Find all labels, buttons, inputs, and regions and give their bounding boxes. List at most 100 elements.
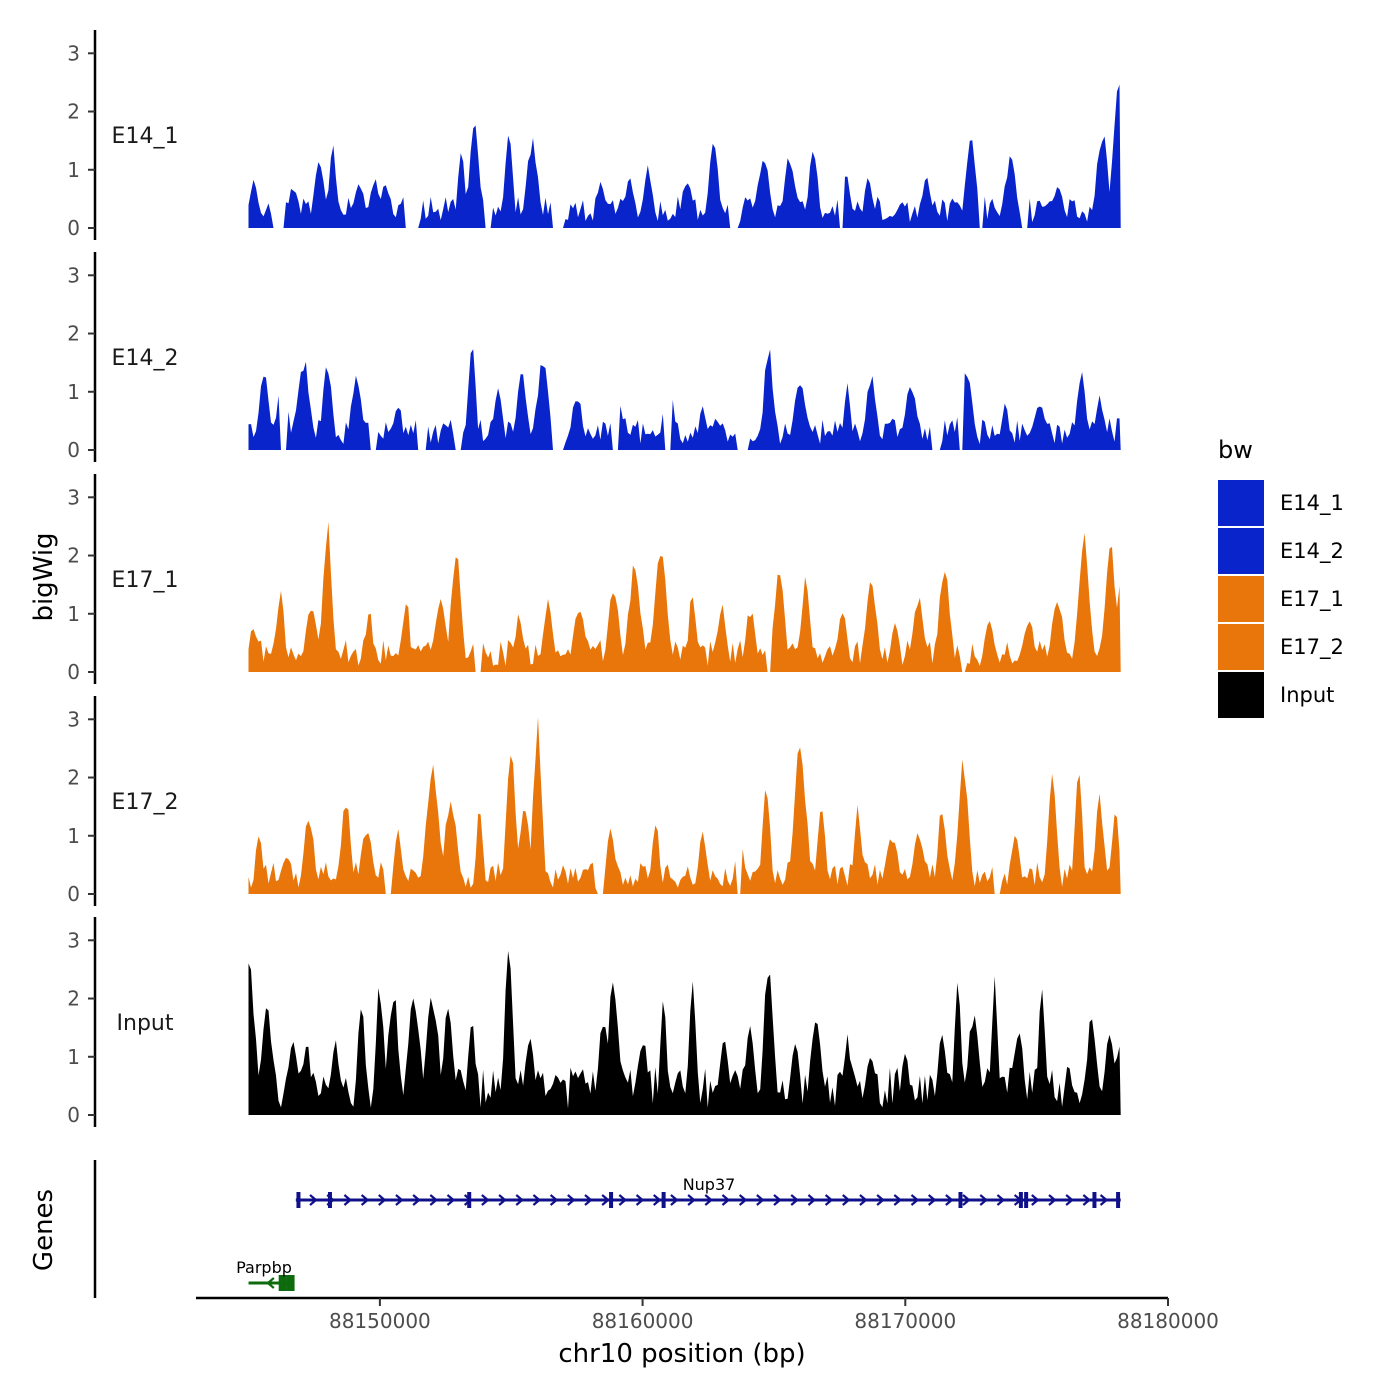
legend-swatch (1218, 576, 1264, 622)
y-tick-label: 2 (67, 987, 80, 1011)
strand-chevron (532, 1194, 542, 1206)
y-tick-label: 3 (67, 485, 80, 509)
track-panels: 0 1 2 3 E14_1 0 1 2 3 E14_2 0 1 2 3 E17_1 0 1 2 3 E17_2 0 1 2 3… (67, 30, 1121, 1127)
track-e17-1: 0 1 2 3 E17_1 (67, 474, 1121, 684)
track-label: Input (117, 1011, 174, 1036)
strand-chevron (721, 1194, 731, 1206)
strand-chevron (446, 1194, 456, 1206)
y-tick-label: 0 (67, 1103, 80, 1127)
exon (327, 1192, 332, 1208)
strand-chevron (945, 1194, 954, 1206)
strand-chevron (807, 1194, 817, 1206)
strand-chevron (910, 1194, 920, 1206)
strand-chevron (498, 1194, 507, 1206)
legend-label: E17_2 (1280, 635, 1344, 660)
track-e17-2: 0 1 2 3 E17_2 (67, 696, 1121, 906)
y-tick-label: 2 (67, 544, 80, 568)
legend-swatch (1218, 528, 1264, 574)
strand-chevron (360, 1194, 370, 1206)
exon (278, 1275, 287, 1291)
exon (1018, 1192, 1023, 1208)
y-tick-label: 3 (67, 928, 80, 952)
strand-chevron (395, 1194, 404, 1206)
strand-chevron (1099, 1194, 1109, 1206)
strand-chevron (790, 1194, 799, 1206)
y-tick-label: 1 (67, 824, 80, 848)
strand-chevron (309, 1194, 318, 1206)
legend-swatch (1218, 480, 1264, 526)
exon (296, 1192, 301, 1208)
strand-chevron (481, 1194, 490, 1206)
strand-chevron (842, 1194, 851, 1206)
gene-nup37: Nup37 (295, 1175, 1121, 1208)
strand-chevron (412, 1194, 421, 1206)
x-tick-label: 88170000 (854, 1309, 956, 1333)
track-e14-2: 0 1 2 3 E14_2 (67, 252, 1121, 462)
strand-chevron (756, 1194, 765, 1206)
strand-chevron (670, 1194, 679, 1206)
strand-chevron (378, 1194, 387, 1206)
strand-chevron (515, 1194, 524, 1206)
legend-label: Input (1280, 683, 1334, 707)
y-axis-title: bigWig (29, 532, 59, 621)
strand-chevron (1065, 1194, 1074, 1206)
track-label: E17_1 (112, 568, 179, 593)
strand-chevron (618, 1194, 628, 1206)
gene-parpbp: Parpbp (236, 1258, 295, 1291)
strand-chevron (859, 1194, 868, 1206)
x-tick-label: 88180000 (1117, 1309, 1219, 1333)
y-tick-label: 0 (67, 882, 80, 906)
signal-area-e17-2 (248, 716, 1121, 894)
exon (958, 1192, 963, 1208)
track-e14-1: 0 1 2 3 E14_1 (67, 30, 1121, 240)
strand-chevron (704, 1194, 713, 1206)
strand-chevron (1031, 1194, 1040, 1206)
legend-label: E14_1 (1280, 491, 1344, 516)
y-tick-label: 2 (67, 100, 80, 124)
exon (1092, 1192, 1097, 1208)
legend-title: bw (1218, 436, 1253, 464)
strand-chevron (773, 1194, 782, 1206)
track-label: E14_1 (112, 124, 179, 149)
strand-chevron (601, 1194, 610, 1206)
track-label: E17_2 (112, 790, 179, 815)
y-tick-label: 2 (67, 322, 80, 346)
y-tick-label: 1 (67, 158, 80, 182)
strand-chevron (584, 1194, 593, 1206)
signal-area-e14-2 (248, 349, 1121, 450)
x-tick-label: 88160000 (592, 1309, 694, 1333)
strand-chevron (979, 1194, 988, 1206)
y-tick-label: 3 (67, 263, 80, 287)
strand-chevron (429, 1194, 439, 1206)
gene-label: Nup37 (683, 1175, 736, 1194)
x-axis-title: chr10 position (bp) (558, 1339, 805, 1369)
y-tick-label: 0 (67, 660, 80, 684)
strand-chevron (824, 1194, 834, 1206)
strand-chevron (653, 1194, 662, 1206)
exon (661, 1192, 666, 1208)
strand-chevron (893, 1194, 903, 1206)
x-tick-label: 88150000 (329, 1309, 431, 1333)
signal-area-e14-1 (248, 84, 1121, 228)
y-tick-label: 0 (67, 438, 80, 462)
exon (1116, 1192, 1121, 1208)
track-label: E14_2 (112, 346, 179, 371)
legend-swatch (1218, 672, 1264, 718)
y-tick-label: 3 (67, 707, 80, 731)
exon (467, 1192, 472, 1208)
strand-chevron (876, 1194, 885, 1206)
strand-chevron (687, 1194, 696, 1206)
strand-chevron (1048, 1194, 1057, 1206)
strand-chevron (343, 1194, 353, 1206)
gene-label: Parpbp (236, 1258, 292, 1277)
y-tick-label: 1 (67, 380, 80, 404)
legend-label: E14_2 (1280, 539, 1344, 564)
x-axis: 88150000 88160000 88170000 88180000 (196, 1296, 1219, 1333)
strand-chevron (549, 1194, 559, 1206)
track-input: 0 1 2 3 Input (67, 917, 1121, 1127)
y-tick-label: 0 (67, 216, 80, 240)
strand-chevron (927, 1194, 937, 1206)
strand-chevron (962, 1194, 971, 1206)
exon (1024, 1192, 1029, 1208)
